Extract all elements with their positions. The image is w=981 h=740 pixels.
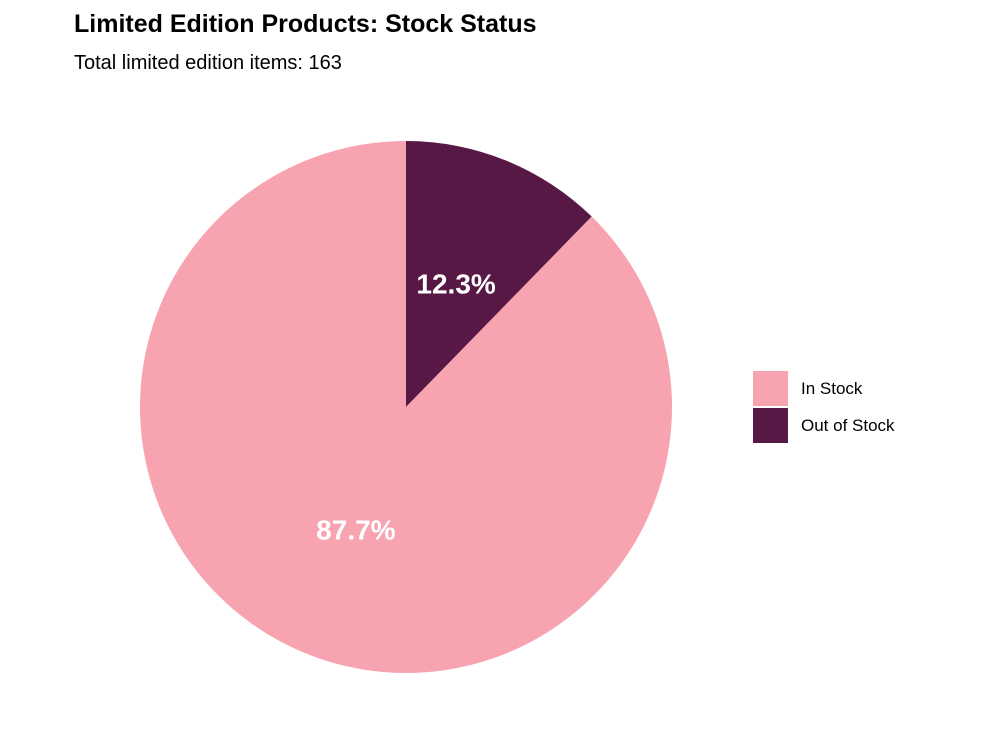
- legend-item-in-stock: In Stock: [753, 371, 895, 406]
- pie-label-in-stock: 87.7%: [316, 515, 395, 546]
- legend-item-out-of-stock: Out of Stock: [753, 408, 895, 443]
- legend-label-in-stock: In Stock: [801, 378, 863, 398]
- pie-label-out-of-stock: 12.3%: [416, 268, 495, 299]
- chart-title: Limited Edition Products: Stock Status: [74, 10, 537, 38]
- chart-subtitle: Total limited edition items: 163: [74, 52, 342, 74]
- legend-swatch-out-of-stock: [753, 408, 788, 443]
- legend-label-out-of-stock: Out of Stock: [801, 415, 895, 435]
- pie-slice-out-of-stock: [406, 141, 592, 407]
- legend: In Stock Out of Stock: [753, 371, 895, 445]
- legend-swatch-in-stock: [753, 371, 788, 406]
- pie-slice-in-stock: [139, 141, 672, 673]
